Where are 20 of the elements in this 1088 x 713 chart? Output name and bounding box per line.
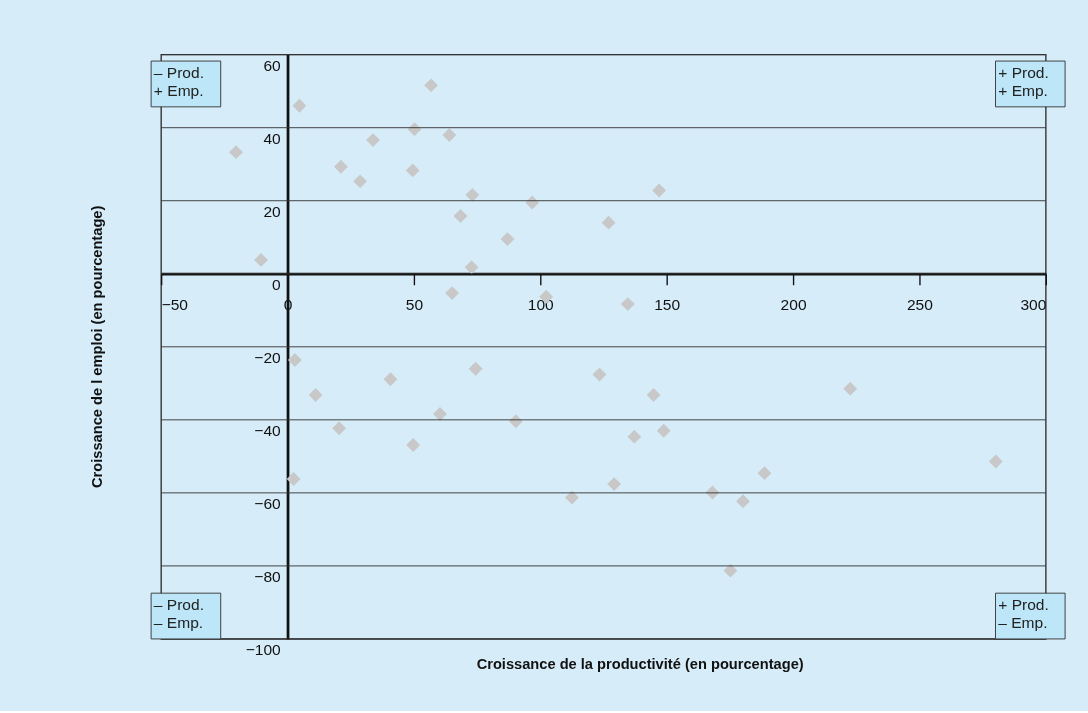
x-tick-label: 150 (654, 295, 681, 313)
y-tick-label: 0 (272, 275, 282, 293)
y-axis-title: Croissance de l emploi (en pourcentage) (88, 205, 105, 488)
y-tick-label: −40 (254, 421, 282, 439)
y-tick-label: −100 (245, 640, 282, 658)
x-tick-label: 50 (405, 295, 424, 313)
annotation: + Prod. – Emp. (998, 595, 1049, 631)
y-tick-label: −20 (254, 348, 282, 366)
x-tick-label: −50 (161, 295, 189, 313)
x-tick-label: 200 (780, 295, 807, 313)
annotation: – Prod. + Emp. (153, 63, 204, 99)
y-tick-label: −80 (254, 567, 282, 585)
annotation: + Prod. + Emp. (998, 63, 1049, 99)
y-tick-label: 20 (263, 202, 282, 220)
y-tick-label: 60 (263, 56, 282, 74)
annotation: – Prod. – Emp. (153, 595, 204, 631)
x-tick-label: 250 (906, 295, 934, 313)
y-tick-label: −60 (254, 494, 282, 512)
y-tick-label: 40 (263, 129, 282, 147)
x-axis-title: Croissance de la productivité (en pourcentage) (476, 656, 804, 673)
